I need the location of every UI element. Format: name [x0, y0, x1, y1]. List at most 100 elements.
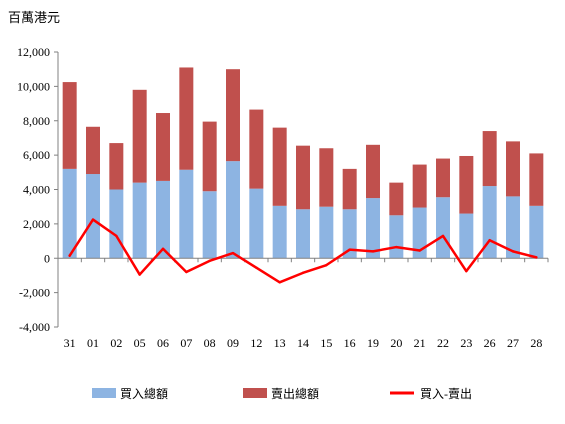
bar-buy-total-08: [202, 191, 217, 259]
bar-buy-total-09: [226, 161, 240, 259]
net-point-15: [325, 263, 328, 267]
y-axis-unit-label: 百萬港元: [8, 10, 60, 25]
bar-sell-total-14: [296, 145, 310, 210]
net-point-26: [488, 239, 491, 242]
bar-sell-total-07: [179, 67, 194, 170]
bar-buy-total-14: [296, 209, 310, 259]
net-point-08: [208, 259, 211, 263]
bar-sell-total-21: [412, 164, 427, 208]
bar-sell-total-23: [459, 155, 474, 214]
y-tick-label: 2,000: [23, 217, 50, 231]
net-point-09: [231, 251, 235, 255]
net-line-layer: [68, 218, 538, 284]
bar-sell-total-20: [389, 182, 404, 216]
bar-layer: [62, 67, 544, 259]
y-tick-label: 12,000: [17, 45, 50, 59]
bar-buy-total-12: [249, 188, 264, 259]
net-point-27: [511, 250, 515, 253]
x-tick-label: 20: [390, 336, 402, 350]
legend-label-buy-total: 買入總額: [120, 386, 168, 401]
net-point-21: [418, 249, 421, 252]
bar-sell-total-22: [436, 158, 450, 198]
x-tick-label: 21: [414, 336, 426, 350]
bar-sell-total-27: [506, 141, 520, 197]
bar-sell-total-08: [202, 121, 217, 192]
bar-sell-total-05: [132, 89, 147, 183]
bar-buy-total-02: [109, 189, 124, 259]
bar-buy-total-05: [132, 182, 147, 259]
bar-buy-total-21: [412, 207, 427, 259]
y-tick-label: -4,000: [19, 320, 50, 334]
x-tick-label: 19: [367, 336, 379, 350]
legend: 買入總額 賣出總額 買入-賣出: [92, 386, 472, 401]
net-point-02: [115, 234, 118, 238]
net-point-12: [255, 266, 258, 269]
bar-sell-total-09: [226, 69, 240, 162]
legend-swatch-sell-total: [243, 388, 267, 398]
y-tick-labels: -4,000 -2,000 0 2,000 4,000 6,000 8,000 10,000 1…: [17, 45, 50, 334]
y-tick-label: 10,000: [17, 79, 50, 93]
x-tick-label: 09: [227, 336, 239, 350]
x-tick-label: 07: [180, 336, 192, 350]
bar-buy-total-15: [319, 206, 334, 259]
net-point-20: [395, 245, 398, 249]
bar-sell-total-15: [319, 148, 334, 207]
bar-buy-total-27: [506, 196, 520, 259]
x-tick-label: 08: [204, 336, 216, 350]
x-tick-label: 28: [530, 336, 542, 350]
net-point-22: [441, 234, 445, 238]
bar-buy-total-23: [459, 213, 474, 259]
bar-sell-total-16: [342, 168, 357, 210]
bar-buy-total-28: [529, 205, 544, 259]
x-tick-label: 26: [484, 336, 496, 350]
net-point-31: [68, 254, 71, 257]
x-tick-label: 16: [344, 336, 356, 350]
axes: [54, 51, 549, 328]
net-point-28: [535, 256, 538, 259]
y-tick-label: 0: [44, 251, 50, 265]
bar-buy-total-31: [62, 168, 77, 259]
x-tick-labels: 31 01 02 05 06 07 08 09 12 13 14 15 16 19 20 21 22 23 26 27…: [64, 336, 543, 350]
bar-buy-total-26: [482, 186, 497, 259]
bar-buy-total-01: [86, 174, 100, 259]
bar-buy-total-19: [366, 198, 380, 259]
net-point-01: [91, 218, 95, 221]
bar-sell-total-31: [62, 82, 77, 169]
bar-sell-total-12: [249, 109, 264, 189]
y-tick-label: 4,000: [23, 183, 50, 197]
y-tick-label: 6,000: [23, 148, 50, 162]
net-point-14: [301, 271, 305, 275]
x-tick-label: 06: [157, 336, 169, 350]
bar-sell-total-26: [482, 131, 497, 187]
net-point-13: [278, 281, 281, 284]
x-tick-label: 13: [274, 336, 286, 350]
x-tick-label: 15: [320, 336, 332, 350]
net-point-23: [465, 269, 468, 273]
net-point-19: [371, 250, 375, 253]
bar-sell-total-13: [272, 127, 287, 206]
legend-swatch-buy-total: [92, 388, 116, 398]
x-tick-label: 02: [110, 336, 122, 350]
bar-sell-total-01: [86, 126, 100, 175]
bar-buy-total-20: [389, 215, 404, 259]
x-tick-label: 01: [87, 336, 99, 350]
net-point-07: [185, 270, 188, 274]
y-tick-label: -2,000: [19, 286, 50, 300]
x-tick-label: 31: [64, 336, 76, 350]
legend-label-net: 買入-賣出: [420, 386, 472, 401]
bar-sell-total-02: [109, 143, 124, 190]
bar-buy-total-07: [179, 169, 194, 259]
bar-sell-total-06: [156, 113, 170, 181]
x-tick-label: 22: [437, 336, 449, 350]
net-point-06: [161, 247, 165, 250]
net-point-05: [138, 273, 141, 276]
x-tick-label: 14: [297, 336, 309, 350]
bar-buy-total-22: [436, 197, 450, 259]
y-tick-label: 8,000: [23, 114, 50, 128]
bar-sell-total-19: [366, 144, 380, 199]
x-tick-label: 05: [134, 336, 146, 350]
x-tick-label: 12: [250, 336, 262, 350]
bar-sell-total-28: [529, 153, 544, 206]
bar-buy-total-13: [272, 205, 287, 259]
